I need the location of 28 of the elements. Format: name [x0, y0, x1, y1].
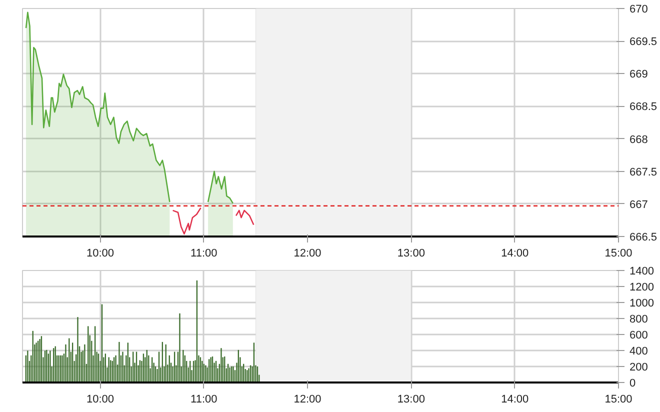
y-tick-label: 669: [630, 68, 648, 81]
y-tick-label: 668.5: [630, 101, 658, 114]
y-tick-label: 1400: [630, 266, 654, 278]
x-tick-label: 14:00: [501, 248, 529, 260]
x-tick-label: 14:00: [501, 394, 529, 406]
y-tick-label: 670: [630, 4, 648, 16]
y-tick-label: 669.5: [630, 36, 658, 48]
x-tick-label: 15:00: [604, 248, 632, 260]
x-tick-label: 12:00: [294, 248, 322, 260]
y-tick-label: 1200: [630, 282, 654, 294]
x-tick-label: 15:00: [604, 394, 632, 406]
y-tick-label: 1000: [630, 298, 654, 310]
y-tick-label: 800: [630, 314, 648, 326]
y-tick-label: 667.5: [630, 166, 658, 178]
x-tick-label: 10:00: [86, 394, 114, 406]
y-tick-label: 200: [630, 362, 648, 374]
y-tick-label: 0: [630, 378, 636, 390]
x-tick-label: 13:00: [397, 394, 425, 406]
x-tick-label: 13:00: [397, 248, 425, 260]
x-tick-label: 11:00: [190, 394, 218, 406]
x-tick-label: 10:00: [86, 248, 114, 260]
y-tick-label: 666.5: [630, 232, 658, 244]
y-tick-label: 668: [630, 134, 648, 146]
x-tick-label: 11:00: [190, 248, 218, 260]
y-tick-label: 667: [630, 198, 648, 211]
y-tick-label: 600: [630, 330, 648, 342]
y-tick-label: 400: [630, 346, 648, 358]
x-tick-label: 12:00: [294, 394, 322, 406]
